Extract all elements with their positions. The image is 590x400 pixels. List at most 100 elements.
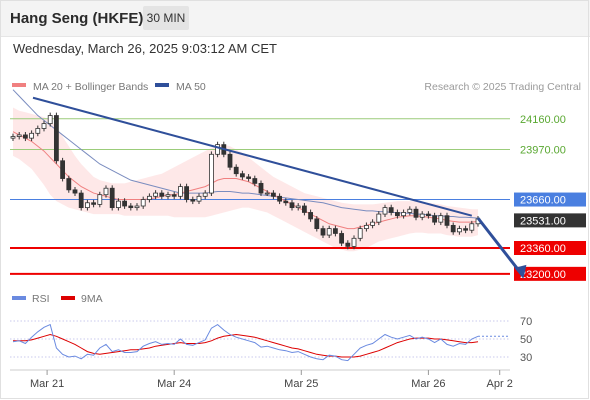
rsi-tick-label: 30 — [520, 352, 532, 364]
candle-body — [425, 213, 431, 217]
candle-body — [22, 134, 28, 139]
level-label: 23660.00 — [520, 195, 566, 207]
level-label-bg — [514, 111, 586, 126]
credit-text: Research © 2025 Trading Central — [424, 81, 581, 93]
legend-swatch — [12, 83, 26, 87]
candle-body — [159, 192, 165, 197]
level-label: 23360.00 — [520, 243, 566, 255]
candle-body — [438, 215, 444, 223]
candle-body — [153, 192, 159, 197]
candle-body — [382, 207, 388, 215]
x-tick-label: Apr 2 — [487, 378, 513, 390]
candle-body — [432, 215, 438, 223]
level-label: 23531.00 — [520, 215, 566, 227]
candle-body — [128, 205, 134, 209]
candle-body — [215, 144, 221, 155]
candle-body — [413, 208, 419, 218]
candle-body — [35, 128, 41, 134]
candle-body — [401, 212, 407, 217]
level-label: 24160.00 — [520, 114, 566, 126]
candle-body — [419, 213, 425, 218]
rsi-legend-swatch — [61, 296, 75, 300]
candle-body — [308, 212, 314, 220]
candle-body — [72, 189, 78, 194]
candle-body — [227, 153, 233, 168]
candle-body — [252, 178, 258, 184]
instrument-title: Hang Seng (HKFE) — [10, 10, 144, 27]
ma50-line — [12, 89, 479, 219]
candle-body — [177, 186, 183, 197]
candle-body — [233, 166, 239, 175]
level-label-bg — [514, 266, 586, 281]
candle-body — [363, 224, 369, 230]
forecast-arrow-line — [476, 217, 523, 275]
candle-body — [258, 182, 264, 194]
candle-body — [239, 173, 245, 178]
candle-body — [388, 207, 394, 213]
level-label-bg — [514, 142, 586, 157]
forecast-arrow-head — [514, 264, 527, 279]
candle-body — [41, 123, 47, 129]
level-label-bg — [514, 213, 586, 228]
candle-body — [146, 195, 152, 200]
candle-body — [29, 132, 35, 139]
candle-body — [370, 221, 376, 226]
candle-body — [184, 186, 190, 200]
legend-label: MA 20 + Bollinger Bands — [33, 81, 148, 93]
timestamp: Wednesday, March 26, 2025 9:03:12 AM CET — [13, 41, 277, 56]
candle-body — [109, 187, 115, 209]
candle-body — [332, 228, 338, 234]
level-label: 23970.00 — [520, 144, 566, 156]
candle-body — [116, 200, 121, 209]
candle-body — [122, 200, 127, 207]
candle-body — [264, 192, 270, 195]
candle-body — [60, 160, 65, 179]
candle-body — [394, 212, 400, 217]
interval-button[interactable]: 30 MIN — [143, 6, 189, 30]
trend-line — [32, 96, 473, 217]
candle-body — [54, 115, 59, 162]
candle-body — [171, 194, 177, 197]
legend-label: MA 50 — [176, 81, 206, 93]
candle-body — [314, 218, 320, 230]
rsi-legend-label: RSI — [32, 293, 50, 305]
x-tick-label: Mar 25 — [284, 378, 318, 390]
rsi-line — [12, 323, 479, 362]
candle-body — [351, 237, 357, 247]
x-tick-label: Mar 21 — [30, 378, 64, 390]
candle-body — [140, 199, 146, 207]
candle-body — [134, 205, 140, 209]
candle-body — [444, 215, 450, 226]
candle-body — [357, 228, 363, 239]
candle-body — [320, 228, 326, 236]
candle-body — [295, 205, 301, 209]
candle-body — [91, 202, 96, 205]
candle-body — [246, 176, 252, 179]
chart-header: Hang Seng (HKFE) 30 MIN — [0, 0, 590, 37]
candle-body — [196, 195, 202, 202]
candle-body — [407, 208, 413, 213]
candle-body — [97, 194, 103, 205]
candle-body — [10, 136, 16, 139]
bollinger-band — [13, 107, 478, 252]
candle-body — [78, 192, 84, 209]
level-label-bg — [514, 192, 586, 207]
candle-body — [456, 228, 462, 233]
candle-body — [190, 199, 196, 202]
candle-body — [469, 223, 475, 231]
candle-body — [208, 153, 214, 194]
candle-body — [450, 224, 456, 233]
candle-body — [47, 115, 53, 125]
rsi-legend-swatch — [12, 296, 26, 300]
rsi-legend-label: 9MA — [81, 293, 103, 305]
candle-body — [16, 134, 22, 137]
level-label-bg — [514, 241, 586, 255]
candle-body — [345, 242, 351, 247]
candle-body — [165, 194, 171, 197]
rsi-ma-line — [13, 333, 479, 358]
rsi-tick-label: 50 — [520, 334, 532, 346]
candle-body — [103, 187, 109, 196]
ma20-line — [12, 131, 479, 230]
candle-body — [376, 213, 382, 223]
rsi-tick-label: 70 — [520, 316, 532, 328]
